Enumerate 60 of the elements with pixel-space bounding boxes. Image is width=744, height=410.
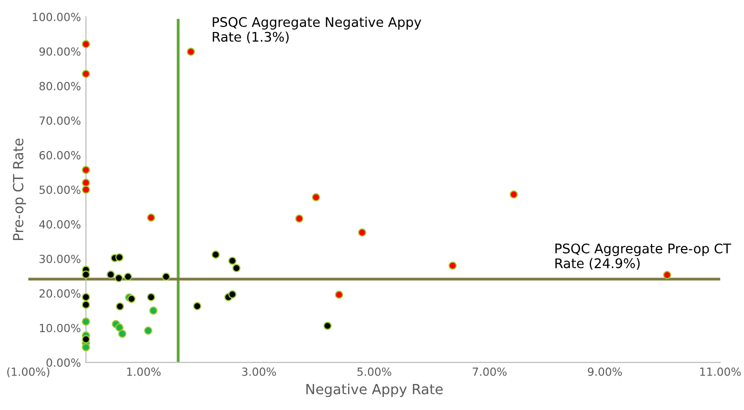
y-tick-label: 90.00% [39,47,80,56]
ref-line-label: PSQC Aggregate Pre-op CT Rate (24.9%) [555,244,732,270]
point [149,306,158,315]
point [212,250,220,259]
x-tick-label: 1.00% [127,367,161,376]
y-tick-label: 60.00% [39,151,80,160]
point [82,300,90,309]
point [186,48,195,56]
point [82,186,90,194]
point [323,322,332,330]
point [510,190,518,199]
y-tick-label: 50.00% [40,186,80,194]
point [334,290,344,299]
point [116,302,124,311]
point [118,330,126,338]
point [82,178,90,187]
y-tick-label: 0.00% [46,358,80,367]
x-axis-title: Negative Appy Rate [306,384,443,398]
ref-line-label: PSQC Aggregate Negative Appy Rate (1.3%) [212,16,422,44]
point [228,290,236,298]
y-axis-title: Pre-op CT Rate [12,138,26,240]
point [144,326,152,335]
point [82,70,90,78]
y-tick-label: 10.00% [40,324,80,332]
point [663,270,672,280]
point [162,272,170,281]
point [82,166,90,174]
y-tick-label: 100.00% [32,12,80,22]
point [146,214,156,222]
x-tick-label: (1.00%) [7,367,50,378]
point [114,274,123,282]
y-tick-label: 30.00% [40,254,80,264]
point [82,343,90,352]
y-tick-label: 40.00% [39,220,80,229]
x-tick-label: 5.00% [357,367,392,376]
point [82,40,90,48]
x-tick-label: 9.00% [588,367,622,376]
point [82,293,90,302]
point [82,318,90,326]
point [146,293,156,302]
point [312,193,320,202]
point [115,253,124,262]
x-tick-label: 11.00% [700,367,741,376]
point [115,323,124,332]
point [358,228,366,237]
point [295,214,304,223]
point [228,256,236,265]
point [232,264,241,272]
point [82,335,90,344]
x-tick-label: 7.00% [472,367,507,376]
point [124,272,132,281]
x-tick-label: 3.00% [242,367,276,376]
point [127,294,136,303]
point [193,302,202,310]
y-tick-label: 70.00% [40,116,80,125]
point [82,270,90,279]
point [106,270,115,279]
point [448,262,457,270]
y-tick-label: 80.00% [39,82,80,90]
y-tick-label: 20.00% [40,289,80,298]
